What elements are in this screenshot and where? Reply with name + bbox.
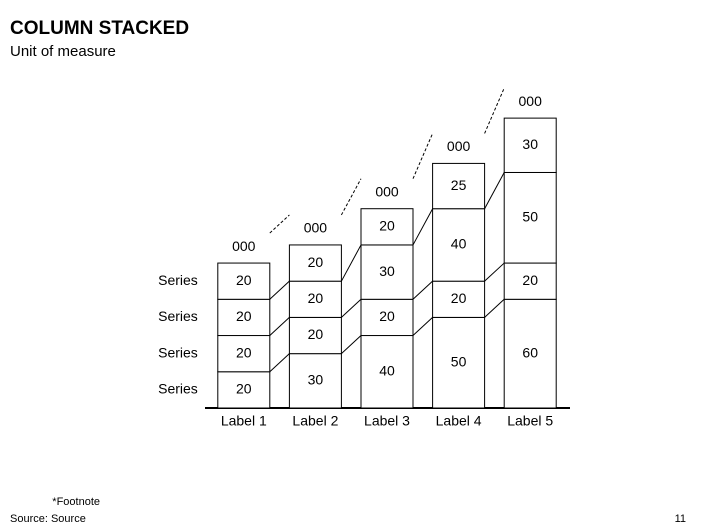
- bar-segment: [503, 171, 557, 264]
- data-label: 20: [308, 254, 324, 270]
- total-label: 000: [375, 183, 399, 199]
- bar-segment: [503, 298, 557, 409]
- connector: [412, 280, 433, 300]
- data-label: 60: [522, 344, 538, 360]
- legend-label: Series: [158, 344, 198, 360]
- data-label: 30: [522, 136, 538, 152]
- total-connector: [412, 133, 434, 179]
- data-label: 20: [522, 272, 538, 288]
- data-label: 20: [379, 218, 395, 234]
- data-label: 20: [308, 290, 324, 306]
- connector: [269, 280, 290, 300]
- footnote: *Footnote: [52, 496, 100, 508]
- x-tick-label: Label 5: [507, 413, 553, 429]
- data-label: 30: [379, 263, 395, 279]
- connector: [484, 262, 505, 282]
- connector: [341, 335, 362, 355]
- connector: [412, 317, 433, 336]
- bar-segment: [432, 316, 486, 409]
- connector: [269, 317, 290, 336]
- connector: [340, 244, 362, 282]
- data-label: 50: [522, 208, 538, 224]
- x-tick-label: Label 3: [364, 413, 410, 429]
- source: Source: Source: [10, 513, 86, 525]
- data-label: 40: [379, 362, 395, 378]
- total-connector: [340, 178, 362, 216]
- legend-label: Series: [158, 272, 198, 288]
- chart-subtitle: Unit of measure: [10, 43, 116, 60]
- bar-segment: [217, 371, 271, 409]
- data-label: 20: [236, 344, 252, 360]
- connector: [269, 353, 290, 373]
- bar-segment: [432, 280, 486, 318]
- bar-segment: [503, 117, 557, 173]
- connector: [341, 298, 362, 318]
- total-label: 000: [304, 220, 328, 236]
- total-label: 000: [232, 238, 256, 254]
- connector: [412, 208, 434, 246]
- page-number: 11: [675, 513, 686, 525]
- total-connector: [484, 87, 505, 134]
- x-tick-label: Label 2: [292, 413, 338, 429]
- data-label: 50: [451, 353, 467, 369]
- total-connector: [269, 214, 290, 234]
- connector: [484, 298, 505, 318]
- data-label: 20: [236, 272, 252, 288]
- data-label: 40: [451, 236, 467, 252]
- bar-segment: [360, 298, 414, 337]
- bar-segment: [217, 335, 271, 373]
- bar-segment: [360, 335, 414, 409]
- data-label: 20: [236, 308, 252, 324]
- x-tick-label: Label 1: [221, 413, 267, 429]
- bar-segment: [503, 262, 557, 300]
- bar-segment: [432, 208, 486, 282]
- data-label: 25: [451, 177, 467, 193]
- total-label: 000: [447, 138, 471, 154]
- bar-segment: [360, 244, 414, 300]
- bar-segment: [288, 244, 342, 282]
- bar-segment: [288, 280, 342, 318]
- chart-title: COLUMN STACKED: [10, 18, 189, 39]
- data-label: 30: [308, 372, 324, 388]
- total-label: 000: [519, 93, 543, 109]
- bar-segment: [432, 162, 486, 210]
- legend-label: Series: [158, 308, 198, 324]
- x-tick-label: Label 4: [436, 413, 482, 429]
- bar-segment: [288, 353, 342, 409]
- data-label: 20: [308, 326, 324, 342]
- data-label: 20: [451, 290, 467, 306]
- bar-segment: [217, 262, 271, 300]
- bar-segment: [360, 208, 414, 246]
- data-label: 20: [236, 381, 252, 397]
- connector: [484, 172, 505, 209]
- bar-segment: [288, 316, 342, 355]
- legend-label: Series: [158, 381, 198, 397]
- data-label: 20: [379, 308, 395, 324]
